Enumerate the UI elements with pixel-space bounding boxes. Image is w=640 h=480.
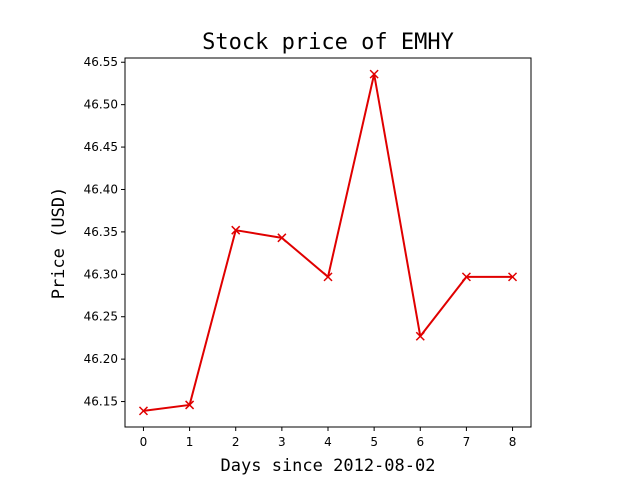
x-tick-label: 2	[232, 435, 240, 449]
plot-area	[124, 57, 532, 428]
data-point-marker	[231, 225, 241, 235]
x-tick-label: 7	[463, 435, 471, 449]
y-axis-label: Price (USD)	[49, 187, 69, 300]
x-tick-label: 1	[186, 435, 194, 449]
y-tick-label: 46.45	[84, 140, 118, 154]
chart-title: Stock price of EMHY	[202, 30, 454, 55]
data-point-marker	[277, 233, 287, 243]
series-line	[143, 73, 513, 412]
x-tick-label: 5	[370, 435, 378, 449]
y-tick-label: 46.40	[84, 182, 118, 196]
x-tick-label: 0	[140, 435, 148, 449]
x-axis: 0 1 2 3 4 5 6 7 8	[140, 427, 517, 449]
y-tick-label: 46.20	[84, 352, 118, 366]
x-tick-label: 6	[416, 435, 424, 449]
data-point-marker	[185, 400, 195, 410]
x-axis-label: Days since 2012-08-02	[221, 456, 436, 476]
data-point-marker	[138, 406, 148, 416]
y-tick-label: 46.35	[84, 225, 118, 239]
y-tick-label: 46.50	[84, 98, 118, 112]
y-axis: 46.15 46.20 46.25 46.30 46.35 46.40 46.45 46.50…	[84, 55, 125, 409]
y-tick-label: 46.55	[84, 55, 118, 69]
y-tick-label: 46.25	[84, 310, 118, 324]
x-tick-label: 8	[509, 435, 517, 449]
data-point-marker	[508, 272, 518, 282]
data-point-marker	[461, 272, 471, 282]
data-point-marker	[369, 69, 379, 79]
y-tick-label: 46.30	[84, 267, 118, 281]
data-point-marker	[415, 331, 425, 341]
x-tick-label: 4	[324, 435, 332, 449]
x-tick-label: 3	[278, 435, 286, 449]
data-point-marker	[323, 272, 333, 282]
y-tick-label: 46.15	[84, 395, 118, 409]
series-group	[138, 69, 518, 416]
